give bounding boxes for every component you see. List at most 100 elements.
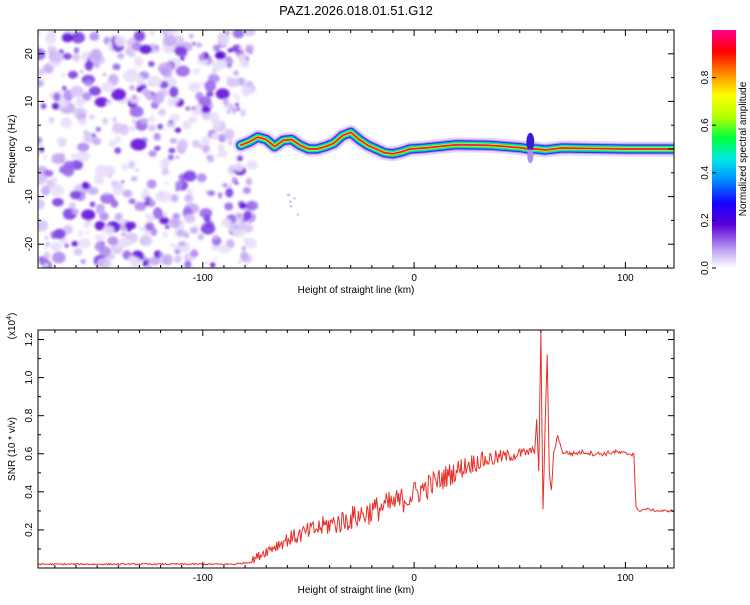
noise-speckle [178, 241, 186, 247]
noise-speckle [38, 152, 41, 156]
spectrogram-plot-area [38, 30, 674, 268]
noise-speckle [239, 222, 246, 231]
noise-speckle [224, 202, 234, 211]
noise-speckle [107, 253, 115, 260]
noise-speckle [132, 95, 136, 99]
noise-speckle [168, 119, 174, 124]
spectrogram-xlabel: Height of straight line (km) [298, 285, 415, 296]
noise-speckle [62, 85, 67, 91]
noise-speckle [49, 51, 64, 63]
colorbar-ticks: 0.0 0.2 0.4 0.6 0.8 [700, 70, 716, 275]
snr-xtick-label: 0 [411, 573, 417, 584]
noise-speckle [166, 98, 178, 107]
noise-speckle [241, 246, 246, 251]
noise-speckle [62, 165, 75, 177]
noise-speckle [196, 173, 207, 183]
noise-speckle [94, 97, 109, 108]
noise-speckle [84, 80, 93, 87]
spectrogram-ytick-label: 20 [24, 48, 35, 60]
noise-speckle [174, 249, 181, 255]
stray-speckle [286, 193, 290, 197]
noise-speckle [170, 243, 175, 248]
noise-speckle [61, 32, 74, 43]
noise-speckle [241, 86, 252, 97]
colorbar-tick-label: 0.8 [700, 70, 711, 84]
noise-speckle [160, 158, 171, 166]
noise-speckle [233, 70, 239, 76]
noise-speckle [157, 62, 174, 74]
noise-speckle [56, 153, 66, 164]
noise-speckle [190, 249, 199, 258]
noise-speckle [125, 221, 137, 230]
noise-speckle [225, 187, 234, 198]
noise-speckle [53, 92, 61, 102]
noise-speckle [85, 61, 93, 67]
noise-speckle [192, 68, 200, 74]
noise-speckle [129, 106, 144, 118]
noise-speckle [45, 242, 51, 247]
noise-speckle [64, 243, 69, 248]
noise-speckle [90, 48, 103, 61]
noise-speckle [128, 125, 137, 131]
noise-speckle [92, 133, 96, 137]
noise-speckle [204, 80, 216, 92]
noise-speckle [144, 196, 152, 203]
noise-speckle [175, 180, 183, 190]
noise-speckle [114, 135, 121, 144]
noise-speckle [136, 86, 143, 93]
noise-speckle [129, 85, 133, 90]
noise-speckle [128, 51, 136, 58]
noise-speckle [112, 63, 121, 71]
noise-speckle [130, 176, 138, 182]
noise-speckle [229, 222, 237, 230]
noise-speckle [174, 155, 180, 159]
noise-speckle [153, 133, 161, 141]
colorbar-tick-label: 0.4 [700, 165, 711, 179]
noise-speckle [69, 202, 76, 209]
noise-speckle [148, 115, 156, 124]
noise-speckle [44, 169, 54, 177]
noise-speckle [158, 108, 167, 116]
noise-speckle [191, 140, 201, 148]
noise-speckle [75, 97, 86, 107]
noise-speckle [148, 124, 156, 132]
spectrogram-xtick-label: 0 [411, 273, 417, 284]
snr-frame [37, 329, 675, 569]
noise-speckle [158, 252, 164, 256]
noise-speckle [242, 186, 251, 195]
colorbar-tick-label: 0.6 [700, 118, 711, 132]
noise-speckle [146, 93, 153, 101]
noise-speckle [81, 209, 96, 221]
noise-speckle [206, 91, 214, 98]
noise-speckle [218, 59, 228, 68]
noise-speckle [60, 117, 72, 129]
noise-speckle [38, 31, 42, 37]
noise-speckle [205, 261, 208, 265]
noise-speckle [163, 30, 174, 37]
noise-speckle [89, 114, 95, 120]
snr-ytick-label: 1.0 [24, 370, 35, 384]
noise-speckle [145, 222, 155, 231]
noise-speckle [183, 170, 197, 182]
noise-speckle [218, 244, 231, 254]
noise-speckle [43, 155, 47, 160]
snr-plot-area [38, 332, 674, 566]
noise-speckle [162, 231, 168, 238]
colorbar-tick-label: 0.2 [700, 213, 711, 227]
noise-speckle [112, 183, 124, 196]
noise-speckle [61, 72, 66, 77]
noise-speckle [226, 77, 240, 88]
noise-speckle [94, 234, 105, 242]
noise-speckle [212, 44, 221, 52]
noise-speckle [139, 235, 153, 247]
noise-speckle [129, 94, 140, 104]
noise-speckle [241, 108, 245, 112]
noise-speckle [184, 195, 194, 204]
noise-speckle [134, 201, 147, 211]
noise-speckle [148, 61, 155, 67]
noise-speckle [141, 188, 150, 197]
spectrogram-xtick-label: -100 [193, 273, 213, 284]
